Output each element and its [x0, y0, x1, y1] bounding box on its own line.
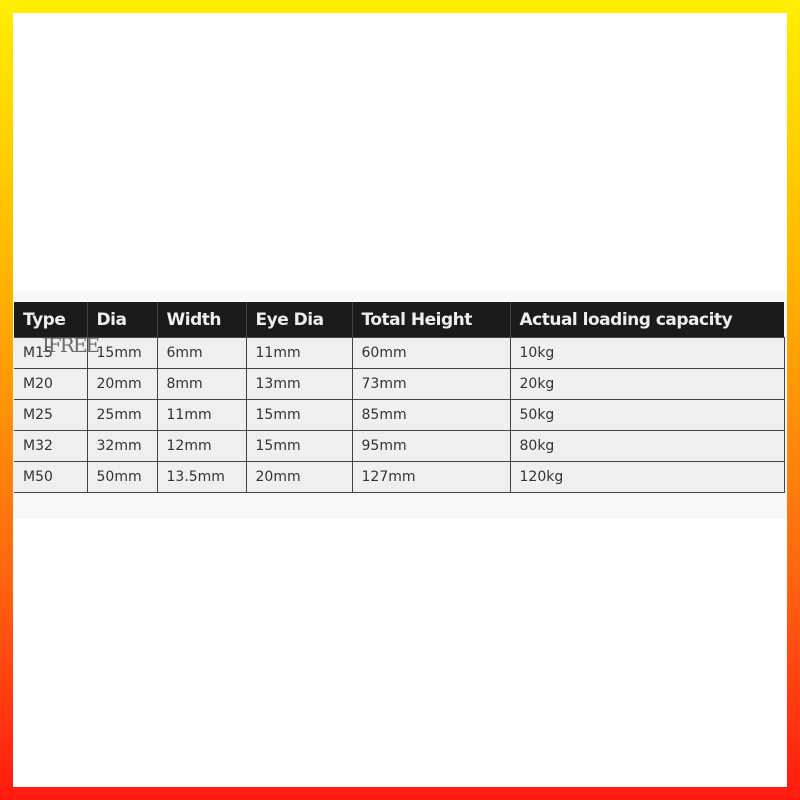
header-capacity: Actual loading capacity — [509, 302, 784, 338]
image-canvas: Type Dia Width Eye Dia Total Height Actu… — [13, 13, 787, 787]
cell-dia: 15mm — [86, 337, 158, 369]
cell-type: M32 — [14, 430, 88, 462]
cell-total-height: 127mm — [351, 461, 511, 493]
cell-capacity: 20kg — [509, 368, 785, 400]
header-width: Width — [156, 302, 246, 338]
table-row: M50 50mm 13.5mm 20mm 127mm 120kg — [14, 461, 785, 493]
header-total-height: Total Height — [351, 302, 510, 338]
cell-eye-dia: 15mm — [245, 399, 353, 431]
cell-width: 13.5mm — [156, 461, 247, 493]
cell-type: M50 — [14, 461, 88, 493]
header-eye-dia: Eye Dia — [245, 302, 352, 338]
cell-type: M15 — [14, 337, 88, 369]
cell-dia: 20mm — [86, 368, 158, 400]
cell-eye-dia: 20mm — [245, 461, 353, 493]
cell-width: 11mm — [156, 399, 247, 431]
header-dia: Dia — [86, 302, 157, 338]
header-row: Type Dia Width Eye Dia Total Height Actu… — [14, 302, 784, 338]
table-row: M25 25mm 11mm 15mm 85mm 50kg — [14, 399, 785, 431]
cell-eye-dia: 13mm — [245, 368, 353, 400]
cell-total-height: 73mm — [351, 368, 511, 400]
cell-capacity: 10kg — [509, 337, 785, 369]
spec-table: Type Dia Width Eye Dia Total Height Actu… — [14, 302, 785, 493]
cell-eye-dia: 11mm — [245, 337, 353, 369]
cell-width: 8mm — [156, 368, 247, 400]
cell-capacity: 80kg — [509, 430, 785, 462]
cell-type: M25 — [14, 399, 88, 431]
table-row: M20 20mm 8mm 13mm 73mm 20kg — [14, 368, 785, 400]
cell-dia: 25mm — [86, 399, 158, 431]
table-row: M32 32mm 12mm 15mm 95mm 80kg — [14, 430, 785, 462]
cell-total-height: 95mm — [351, 430, 511, 462]
cell-capacity: 120kg — [509, 461, 785, 493]
cell-capacity: 50kg — [509, 399, 785, 431]
cell-total-height: 85mm — [351, 399, 511, 431]
header-type: Type — [14, 302, 87, 338]
table-row: M15 15mm 6mm 11mm 60mm 10kg — [14, 337, 785, 369]
watermark: IFREE — [42, 333, 100, 357]
cell-dia: 32mm — [86, 430, 158, 462]
cell-eye-dia: 15mm — [245, 430, 353, 462]
cell-width: 6mm — [156, 337, 247, 369]
cell-dia: 50mm — [86, 461, 158, 493]
cell-width: 12mm — [156, 430, 247, 462]
cell-type: M20 — [14, 368, 88, 400]
cell-total-height: 60mm — [351, 337, 511, 369]
